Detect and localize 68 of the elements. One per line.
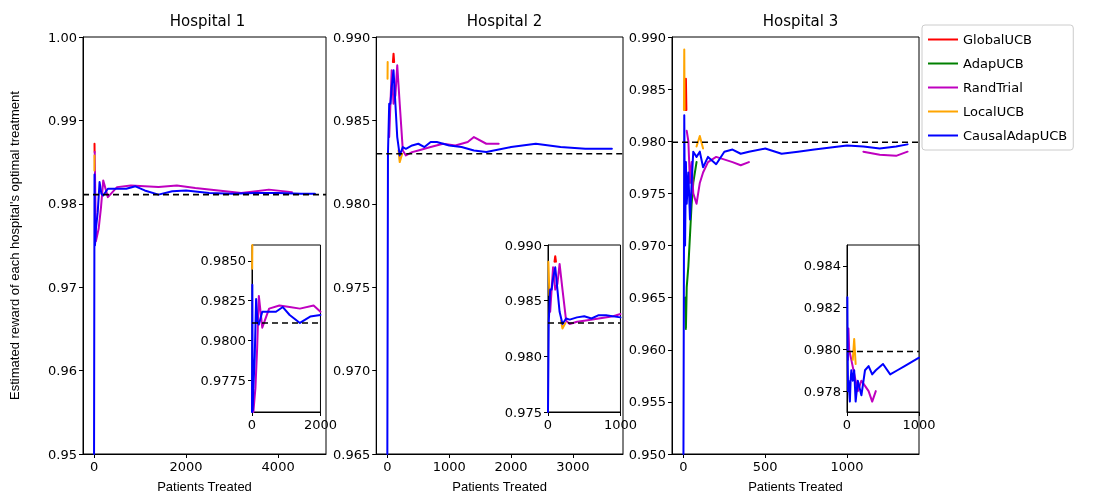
x-tick-label: 0 (383, 459, 392, 474)
y-tick-label: 0.984 (803, 258, 841, 274)
x-tick-label: 0 (89, 459, 99, 474)
x-tick-label: 2000 (494, 459, 528, 474)
y-tick-label: 0.975 (628, 185, 666, 201)
y-tick-label: 0.980 (628, 133, 666, 149)
x-tick-label: 0 (842, 417, 852, 432)
y-tick-label: 0.970 (333, 363, 371, 379)
chart-title: Hospital 2 (466, 11, 543, 30)
y-tick-label: 0.990 (333, 29, 371, 45)
line-series (847, 327, 877, 403)
y-tick-label: 0.985 (333, 112, 371, 128)
legend-label: LocalUCB (963, 104, 1025, 119)
x-axis-title: Patients Treated (452, 479, 547, 494)
line-series (846, 296, 920, 403)
legend-label: RandTrial (963, 80, 1023, 95)
legend-label: AdapUCB (963, 56, 1024, 71)
chart-title: Hospital 3 (762, 11, 839, 30)
x-tick-label: 1000 (603, 417, 637, 432)
y-tick-label: 0.965 (628, 290, 666, 306)
y-tick-label: 0.990 (504, 237, 542, 253)
x-tick-label: 2000 (303, 417, 337, 432)
y-tick-label: 0.9850 (200, 253, 246, 269)
y-tick-label: 0.955 (628, 394, 666, 410)
y-tick-label: 0.99 (48, 112, 77, 128)
x-tick-label: 1000 (902, 417, 936, 432)
x-tick-label: 0 (247, 417, 257, 432)
y-tick-label: 0.975 (504, 404, 542, 420)
legend-label: GlobalUCB (963, 32, 1032, 47)
y-tick-label: 0.9800 (200, 332, 246, 348)
x-tick-label: 0 (543, 417, 553, 432)
y-tick-label: 0.990 (628, 29, 666, 45)
y-tick-label: 0.960 (628, 342, 666, 358)
line-series (388, 64, 500, 157)
y-tick-label: 0.97 (48, 279, 77, 295)
x-axis-title: Patients Treated (748, 479, 843, 494)
y-tick-label: 0.9825 (200, 293, 246, 309)
y-tick-label: 0.985 (504, 293, 542, 309)
y-tick-label: 0.98 (48, 196, 77, 212)
x-tick-label: 4000 (261, 459, 295, 474)
x-tick-label: 1000 (830, 459, 864, 474)
line-series (93, 151, 293, 243)
y-tick-label: 0.95 (48, 446, 77, 462)
x-tick-label: 2000 (169, 459, 203, 474)
y-tick-label: 0.980 (333, 196, 371, 212)
chart-title: Hospital 1 (169, 11, 246, 30)
x-axis-title: Patients Treated (157, 479, 252, 494)
y-tick-label: 0.970 (628, 238, 666, 253)
y-tick-label: 0.985 (628, 81, 666, 97)
y-tick-label: 0.975 (333, 279, 371, 295)
x-tick-label: 3000 (556, 459, 590, 474)
y-tick-label: 0.982 (803, 300, 841, 316)
y-tick-label: 0.978 (803, 383, 841, 399)
y-tick-label: 1.00 (48, 29, 77, 45)
y-axis-title: Estimated reward of each hospital's optimal treatment (7, 90, 22, 400)
y-tick-label: 0.980 (504, 348, 542, 364)
y-tick-label: 0.965 (333, 446, 371, 462)
line-series (547, 266, 622, 413)
x-tick-label: 500 (752, 459, 778, 474)
legend-label: CausalAdapUCB (963, 128, 1068, 143)
y-tick-label: 0.980 (803, 341, 841, 357)
line-series (684, 161, 698, 330)
y-tick-label: 0.96 (48, 363, 77, 379)
y-tick-label: 0.9775 (200, 372, 246, 388)
x-tick-label: 0 (679, 459, 688, 474)
y-tick-label: 0.950 (628, 446, 666, 462)
line-series (549, 262, 622, 326)
x-tick-label: 1000 (432, 459, 466, 474)
